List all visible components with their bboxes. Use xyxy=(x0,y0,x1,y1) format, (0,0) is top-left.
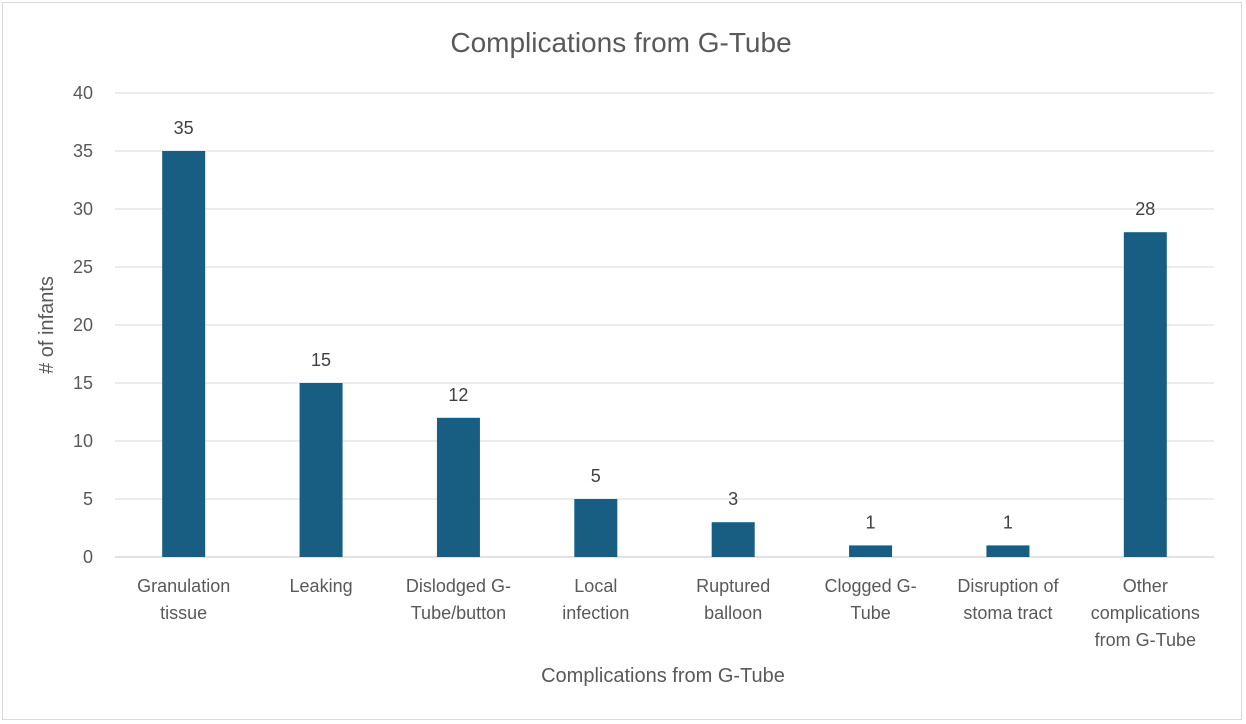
bar xyxy=(849,545,893,557)
bar xyxy=(436,417,480,557)
bar xyxy=(299,383,343,557)
data-label: 3 xyxy=(728,489,738,509)
data-label: 1 xyxy=(866,512,876,532)
x-tick-label-line: infection xyxy=(562,603,629,623)
data-label: 15 xyxy=(311,350,331,370)
data-label: 28 xyxy=(1135,199,1155,219)
x-axis-title: Complications from G-Tube xyxy=(541,665,785,687)
data-label: 12 xyxy=(448,385,468,405)
y-tick-label: 0 xyxy=(83,547,93,567)
x-tick-label: Other complications from G-Tube xyxy=(1091,576,1200,650)
y-tick-label: 15 xyxy=(73,373,93,393)
bar xyxy=(574,499,618,557)
bar xyxy=(162,151,206,557)
y-tick-label: 5 xyxy=(83,489,93,509)
y-axis-title: # of infants xyxy=(36,276,58,374)
bars xyxy=(162,151,1167,557)
bar xyxy=(711,522,755,557)
x-tick-label: Disruption of stoma tract xyxy=(957,576,1059,623)
x-tick-label-line: tissue xyxy=(160,603,207,623)
x-tick-label-line: Disruption of xyxy=(957,576,1059,596)
x-tick-label-line: Leaking xyxy=(290,576,353,596)
y-tick-label: 25 xyxy=(73,257,93,277)
x-tick-label-line: stoma tract xyxy=(963,603,1052,623)
x-tick-label: Leaking xyxy=(290,576,353,596)
bar xyxy=(986,545,1030,557)
x-tick-label-line: Local xyxy=(574,576,617,596)
x-tick-label-line: Dislodged G- xyxy=(406,576,511,596)
data-label: 1 xyxy=(1003,512,1013,532)
y-tick-label: 40 xyxy=(73,83,93,103)
data-labels: 35 15 12 5 3 1 1 28 xyxy=(174,118,1156,532)
x-tick-label-line: Clogged G- xyxy=(825,576,917,596)
x-tick-label-line: Tube xyxy=(850,603,890,623)
x-tick-label: Local infection xyxy=(562,576,629,623)
y-tick-label: 10 xyxy=(73,431,93,451)
x-tick-label: Clogged G- Tube xyxy=(825,576,917,623)
chart-title: Complications from G-Tube xyxy=(450,27,791,58)
x-tick-label: Dislodged G- Tube/button xyxy=(406,576,511,623)
y-tick-label: 35 xyxy=(73,141,93,161)
y-tick-label: 20 xyxy=(73,315,93,335)
y-tick-label: 30 xyxy=(73,199,93,219)
x-axis-tick-labels: Granulation tissue Leaking Dislodged G- Tube… xyxy=(137,576,1200,650)
y-axis-ticks: 0 5 10 15 20 25 30 35 40 xyxy=(73,83,93,567)
bar xyxy=(1123,232,1167,557)
x-tick-label-line: Granulation xyxy=(137,576,230,596)
x-tick-label-line: complications xyxy=(1091,603,1200,623)
x-tick-label: Granulation tissue xyxy=(137,576,230,623)
x-tick-label-line: balloon xyxy=(704,603,762,623)
x-tick-label-line: Tube/button xyxy=(411,603,506,623)
data-label: 35 xyxy=(174,118,194,138)
gridlines xyxy=(115,92,1214,558)
x-tick-label-line: from G-Tube xyxy=(1095,630,1196,650)
x-tick-label-line: Ruptured xyxy=(696,576,770,596)
data-label: 5 xyxy=(591,466,601,486)
x-tick-label-line: Other xyxy=(1123,576,1168,596)
x-tick-label: Ruptured balloon xyxy=(696,576,770,623)
